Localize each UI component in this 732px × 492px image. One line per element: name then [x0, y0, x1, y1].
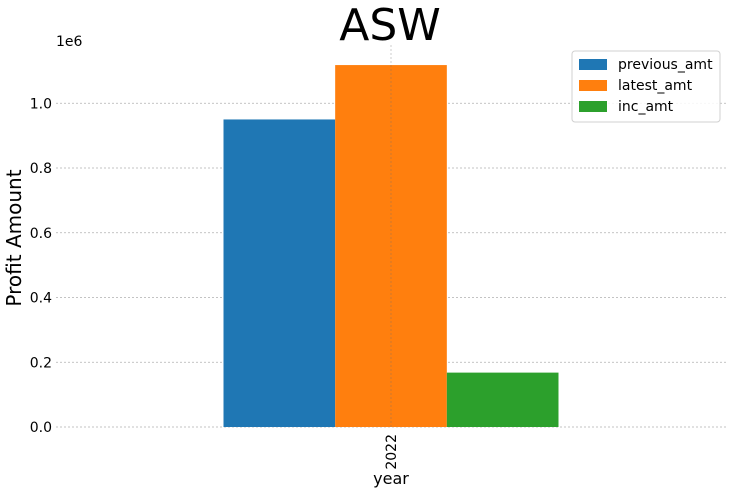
- bars: [223, 65, 559, 427]
- y-axis-offset-label: 1e6: [56, 34, 83, 50]
- bar-previous_amt: [223, 119, 336, 427]
- y-tick-label: 0.0: [30, 420, 52, 436]
- x-axis-label: year: [373, 469, 409, 488]
- bar-inc_amt: [446, 372, 559, 427]
- y-axis-label: Profit Amount: [2, 169, 26, 306]
- y-tick-label: 0.6: [30, 226, 52, 242]
- bar-latest_amt: [335, 65, 447, 427]
- x-tick-label: 2022: [384, 434, 400, 470]
- y-tick-label: 1.0: [30, 96, 52, 112]
- legend-swatch-latest_amt: [579, 80, 607, 91]
- legend-swatch-inc_amt: [579, 101, 607, 112]
- y-tick-labels: 0.0 0.2 0.4 0.6 0.8 1.0: [30, 96, 52, 436]
- chart-title: ASW: [339, 0, 441, 51]
- x-tick-labels: 2022: [384, 434, 400, 470]
- legend-label-previous_amt: previous_amt: [618, 57, 713, 73]
- y-tick-label: 0.2: [30, 355, 52, 371]
- legend-label-latest_amt: latest_amt: [618, 78, 693, 94]
- legend-swatch-previous_amt: [579, 59, 607, 70]
- legend: previous_amt latest_amt inc_amt: [571, 50, 721, 123]
- legend-label-inc_amt: inc_amt: [618, 99, 674, 115]
- y-tick-label: 0.4: [30, 291, 52, 307]
- legend-box: [571, 50, 721, 123]
- y-tick-label: 0.8: [30, 161, 52, 177]
